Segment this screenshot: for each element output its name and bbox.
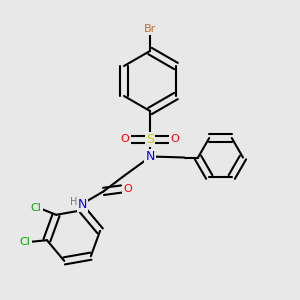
Text: Cl: Cl <box>20 237 31 247</box>
Text: N: N <box>78 197 87 211</box>
Text: H: H <box>70 196 77 207</box>
Text: S: S <box>146 133 154 146</box>
Text: O: O <box>170 134 179 145</box>
Text: O: O <box>123 184 132 194</box>
Text: O: O <box>121 134 130 145</box>
Text: Br: Br <box>144 24 156 34</box>
Text: Cl: Cl <box>31 203 41 213</box>
Text: N: N <box>145 150 155 163</box>
